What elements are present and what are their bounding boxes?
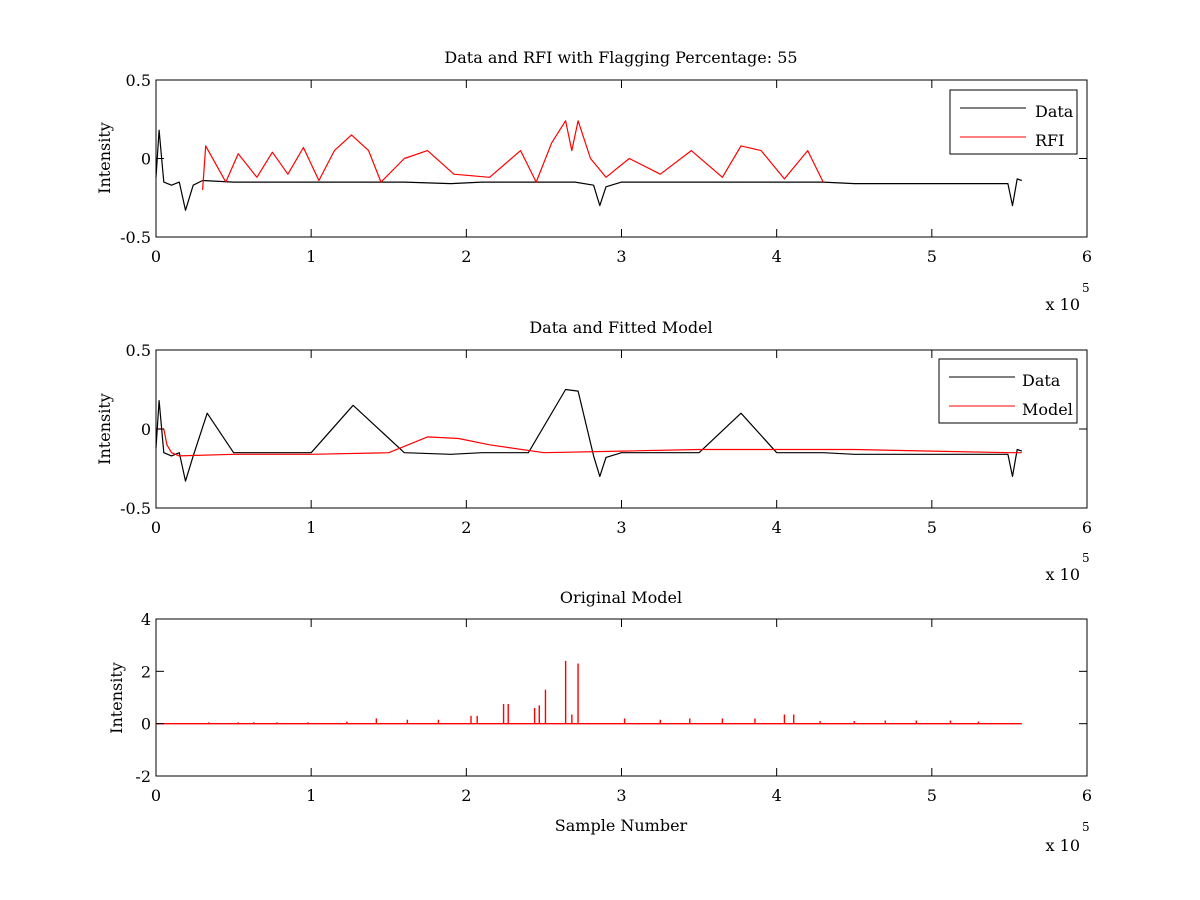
subplot-2-series bbox=[155, 388, 1022, 482]
subplot-2-legend-label-data: Data bbox=[1022, 371, 1061, 390]
subplot-2-xtick-label: 6 bbox=[1082, 518, 1092, 537]
subplot-1-xtick-label: 3 bbox=[616, 247, 626, 266]
subplot-2-yticks: -0.5 0 0.5 bbox=[120, 341, 1087, 518]
subplot-3-title: Original Model bbox=[560, 588, 682, 607]
subplot-2-x-exponent: 5 bbox=[1082, 551, 1090, 565]
subplot-3-x-exponent-label: x 10 bbox=[1046, 836, 1080, 855]
subplot-2-xticks: 0 1 2 3 4 5 6 bbox=[151, 350, 1092, 537]
subplot-2-xtick-label: 5 bbox=[927, 518, 937, 537]
subplot-1-xtick-label: 5 bbox=[927, 247, 937, 266]
subplot-2-legend: Data Model bbox=[938, 358, 1078, 424]
subplot-2-ytick-label: 0 bbox=[141, 420, 151, 439]
subplot-1-xtick-label: 0 bbox=[151, 247, 161, 266]
subplot-3-xlabel: Sample Number bbox=[555, 816, 688, 835]
subplot-3-xtick-label: 4 bbox=[772, 786, 782, 805]
subplot-1-x-exponent: 5 bbox=[1082, 281, 1090, 295]
subplot-1-yticks: -0.5 0 0.5 bbox=[120, 71, 1087, 247]
subplot-3-ylabel: Intensity bbox=[107, 662, 126, 734]
subplot-1-ytick-label: -0.5 bbox=[120, 228, 151, 247]
subplot-2-axes bbox=[155, 349, 1088, 509]
subplot-3-xtick-label: 1 bbox=[306, 786, 316, 805]
subplot-3-x-exponent: 5 bbox=[1082, 820, 1090, 834]
subplot-2-title: Data and Fitted Model bbox=[529, 318, 712, 337]
subplot-2-legend-label-model: Model bbox=[1022, 400, 1073, 419]
subplot-1-x-exponent-label: x 10 bbox=[1046, 295, 1080, 314]
subplot-2-ytick-label: -0.5 bbox=[120, 499, 151, 518]
subplot-3-xtick-label: 5 bbox=[927, 786, 937, 805]
subplot-2-ylabel: Intensity bbox=[95, 393, 114, 465]
subplot-1-xtick-label: 1 bbox=[306, 247, 316, 266]
subplot-1-ytick-label: 0 bbox=[141, 150, 151, 169]
subplot-1-axes bbox=[155, 79, 1088, 238]
subplot-2-xtick-label: 2 bbox=[461, 518, 471, 537]
subplot-3-yticks: -2 0 2 4 bbox=[135, 610, 1087, 786]
series-line-data bbox=[155, 388, 1022, 482]
subplot-2-x-exponent-label: x 10 bbox=[1046, 565, 1080, 584]
subplot-2-xtick-label: 1 bbox=[306, 518, 316, 537]
subplot-3-ytick-label: 2 bbox=[141, 662, 151, 681]
subplot-1-xticks: 0 1 2 3 4 5 6 bbox=[151, 80, 1092, 266]
subplot-1-legend-box bbox=[949, 89, 1078, 155]
subplot-1-series bbox=[155, 120, 1022, 211]
subplot-1-xtick-label: 2 bbox=[461, 247, 471, 266]
subplot-1-legend-label-data: Data bbox=[1035, 102, 1074, 121]
subplot-3-xtick-label: 3 bbox=[616, 786, 626, 805]
subplot-3-series bbox=[156, 660, 1022, 725]
subplot-1-legend-label-rfi: RFI bbox=[1035, 131, 1064, 150]
subplot-3-xtick-label: 6 bbox=[1082, 786, 1092, 805]
subplot-2-ytick-label: 0.5 bbox=[126, 341, 151, 360]
subplot-3-ytick-label: 4 bbox=[141, 610, 151, 629]
series-line-model bbox=[156, 428, 1022, 457]
subplot-1-ytick-label: 0.5 bbox=[126, 71, 151, 90]
subplot-2-legend-box bbox=[938, 358, 1078, 424]
subplot-1-title: Data and RFI with Flagging Percentage: 5… bbox=[444, 48, 797, 67]
series-line-rfi bbox=[202, 120, 824, 190]
subplot-3-ytick-label: 0 bbox=[141, 715, 151, 734]
subplot-1-legend: Data RFI bbox=[949, 89, 1078, 155]
subplot-3-xtick-label: 2 bbox=[461, 786, 471, 805]
subplot-3-ytick-label: -2 bbox=[135, 767, 151, 786]
subplot-2-xtick-label: 4 bbox=[772, 518, 782, 537]
subplot-3-axes bbox=[155, 618, 1088, 777]
subplot-1-xtick-label: 6 bbox=[1082, 247, 1092, 266]
subplot-1-xtick-label: 4 bbox=[772, 247, 782, 266]
subplot-2-xtick-label: 3 bbox=[616, 518, 626, 537]
subplot-3-xtick-label: 0 bbox=[151, 786, 161, 805]
series-line-data bbox=[155, 129, 1022, 211]
subplot-1-ylabel: Intensity bbox=[95, 122, 114, 194]
subplot-2-xtick-label: 0 bbox=[151, 518, 161, 537]
subplot-3-xticks: 0 1 2 3 4 5 6 bbox=[151, 619, 1092, 805]
